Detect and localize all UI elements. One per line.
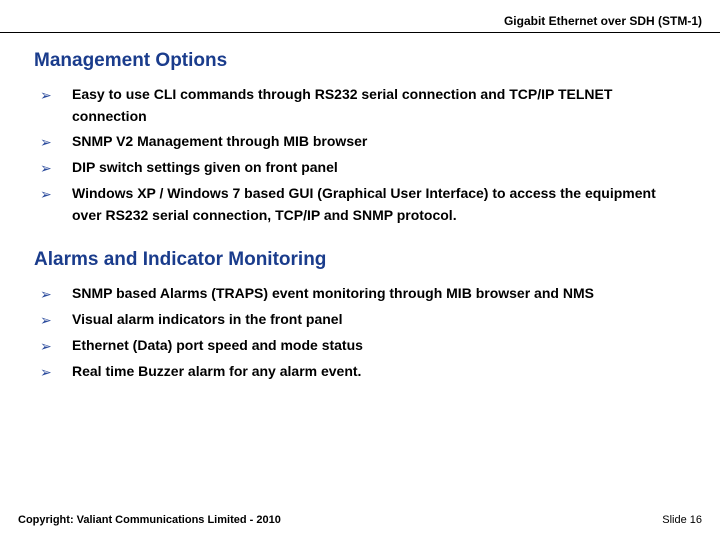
- list-item: ➢ Ethernet (Data) port speed and mode st…: [40, 335, 686, 357]
- bullet-text: Easy to use CLI commands through RS232 s…: [72, 84, 686, 127]
- slide: Gigabit Ethernet over SDH (STM-1) Manage…: [0, 0, 720, 540]
- list-item: ➢ Easy to use CLI commands through RS232…: [40, 84, 686, 127]
- chevron-right-icon: ➢: [40, 183, 72, 205]
- slide-content: Management Options ➢ Easy to use CLI com…: [34, 50, 686, 405]
- list-item: ➢ Real time Buzzer alarm for any alarm e…: [40, 361, 686, 383]
- list-item: ➢ Windows XP / Windows 7 based GUI (Grap…: [40, 183, 686, 226]
- list-item: ➢ DIP switch settings given on front pan…: [40, 157, 686, 179]
- slide-number: Slide 16: [662, 514, 702, 526]
- bullet-text: Visual alarm indicators in the front pan…: [72, 309, 686, 331]
- list-item: ➢ Visual alarm indicators in the front p…: [40, 309, 686, 331]
- chevron-right-icon: ➢: [40, 131, 72, 153]
- bullet-list-0: ➢ Easy to use CLI commands through RS232…: [40, 84, 686, 227]
- bullet-text: DIP switch settings given on front panel: [72, 157, 686, 179]
- header-title: Gigabit Ethernet over SDH (STM-1): [0, 14, 702, 28]
- section-title-1: Alarms and Indicator Monitoring: [34, 249, 686, 271]
- list-item: ➢ SNMP V2 Management through MIB browser: [40, 131, 686, 153]
- bullet-text: Windows XP / Windows 7 based GUI (Graphi…: [72, 183, 686, 226]
- bullet-text: Real time Buzzer alarm for any alarm eve…: [72, 361, 686, 383]
- slide-footer: Copyright: Valiant Communications Limite…: [18, 514, 702, 526]
- bullet-list-1: ➢ SNMP based Alarms (TRAPS) event monito…: [40, 283, 686, 383]
- chevron-right-icon: ➢: [40, 335, 72, 357]
- bullet-text: Ethernet (Data) port speed and mode stat…: [72, 335, 686, 357]
- bullet-text: SNMP V2 Management through MIB browser: [72, 131, 686, 153]
- list-item: ➢ SNMP based Alarms (TRAPS) event monito…: [40, 283, 686, 305]
- chevron-right-icon: ➢: [40, 361, 72, 383]
- bullet-text: SNMP based Alarms (TRAPS) event monitori…: [72, 283, 686, 305]
- chevron-right-icon: ➢: [40, 157, 72, 179]
- section-title-0: Management Options: [34, 50, 686, 72]
- chevron-right-icon: ➢: [40, 283, 72, 305]
- chevron-right-icon: ➢: [40, 309, 72, 331]
- copyright-text: Copyright: Valiant Communications Limite…: [18, 514, 281, 526]
- slide-header: Gigabit Ethernet over SDH (STM-1): [0, 14, 720, 33]
- chevron-right-icon: ➢: [40, 84, 72, 106]
